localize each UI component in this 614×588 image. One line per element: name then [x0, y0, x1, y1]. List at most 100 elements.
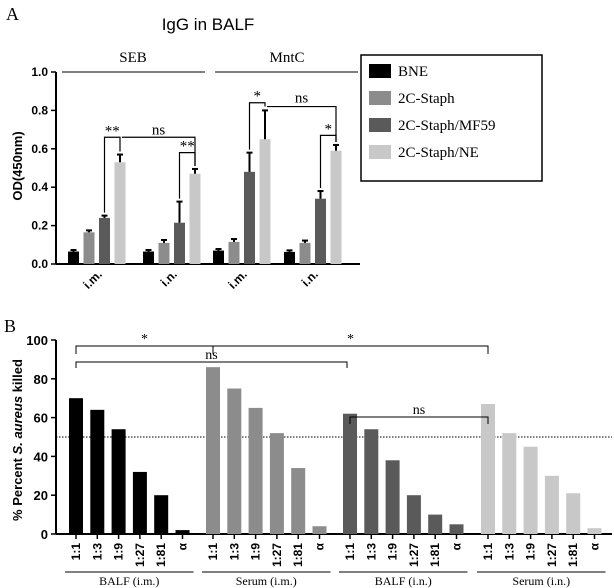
- chart-a-bar: [228, 241, 240, 264]
- chart-a-annotation-label: ns: [295, 91, 309, 107]
- chart-a-xtick-label: i.m.: [225, 267, 250, 292]
- chart-b-annotation-label: *: [347, 332, 354, 347]
- chart-a-annotation-label: *: [325, 121, 333, 137]
- chart-b-xtick-label: 1:9: [524, 543, 538, 561]
- chart-a-bar: [68, 251, 79, 264]
- chart-a-ytick-label: 0.6: [31, 142, 48, 156]
- chart-a-ytick-label: 0.0: [31, 257, 48, 271]
- chart-b-bar: [291, 468, 306, 534]
- chart-b-bar: [502, 433, 517, 534]
- chart-b-bar: [111, 429, 126, 534]
- chart-b-xtick-label: 1:9: [249, 543, 263, 561]
- chart-b-bar: [406, 495, 421, 534]
- chart-a-ytick-label: 0.4: [31, 180, 48, 194]
- chart-b-bar: [132, 471, 147, 534]
- chart-b-xtick-label: 1:3: [90, 543, 104, 561]
- chart-b-xtick-label: 1:3: [227, 543, 241, 561]
- chart-b-bar: [175, 530, 190, 534]
- chart-b-bar: [154, 495, 169, 534]
- chart-b-bar: [481, 404, 495, 534]
- chart-a-bar: [299, 242, 311, 264]
- legend-swatch: [369, 145, 391, 159]
- chart-a-bar: [83, 232, 95, 264]
- chart-b-ylabel-suffix: killed: [10, 359, 25, 396]
- legend-label: 2C-Staph: [398, 91, 455, 107]
- chart-a-bracket: [267, 105, 337, 142]
- chart-a-annotation-label: **: [180, 139, 195, 155]
- chart-b-ytick-label: 40: [34, 449, 48, 464]
- chart-b-bracket: [75, 345, 214, 354]
- chart-a-legend: [360, 54, 543, 182]
- chart-b-annotation-label: ns: [413, 403, 425, 418]
- chart-b-xtick-label: 1:1: [481, 543, 495, 561]
- chart-a-ytick-label: 0.8: [31, 103, 48, 117]
- chart-b-bar: [364, 429, 379, 534]
- chart-b-bar: [69, 398, 83, 534]
- chart-b-bar: [428, 514, 443, 534]
- chart-b-xtick-label: 1:3: [364, 543, 378, 561]
- chart-b-bar: [523, 446, 538, 534]
- chart-b-bar: [227, 388, 242, 534]
- chart-a-bar: [284, 251, 295, 264]
- chart-b-ylabel-italic: S. aureus: [10, 396, 25, 455]
- chart-b-xtick-label: 1:1: [69, 543, 83, 561]
- chart-a-title: IgG in BALF: [162, 15, 255, 34]
- chart-b-group-label: BALF (i.n.): [375, 574, 432, 588]
- chart-a-xtick-label: i.m.: [80, 267, 105, 292]
- chart-b-bar: [587, 528, 602, 534]
- chart-a-xtick-label: i.n.: [158, 267, 180, 289]
- chart-b-xtick-label: 1:1: [206, 543, 220, 561]
- chart-b-bracket: [212, 345, 489, 354]
- chart-b-bar: [248, 407, 263, 534]
- chart-a-bar: [259, 139, 271, 264]
- chart-a-bar: [189, 173, 201, 264]
- chart-b-group-label: Serum (i.m.): [236, 574, 297, 588]
- chart-b-xtick-label: 1:9: [386, 543, 400, 561]
- chart-b-bar: [449, 524, 464, 534]
- chart-a-annotation-label: ns: [152, 122, 166, 138]
- chart-a-bar: [213, 250, 224, 264]
- panel-b-label: B: [4, 316, 16, 336]
- chart-b-xtick-label: 1:81: [566, 543, 580, 567]
- chart-b-ylabel: % Percent S. aureus killed: [10, 359, 25, 521]
- chart-b-bar: [544, 475, 559, 534]
- chart-a-annotation-label: **: [105, 123, 120, 139]
- chart-b-bracket: [349, 416, 489, 424]
- chart-a-bar: [174, 222, 185, 264]
- chart-b-xtick-label: 1:9: [112, 543, 126, 561]
- chart-b-ytick-label: 20: [34, 488, 48, 503]
- legend-label: 2C-Staph/NE: [398, 145, 479, 161]
- chart-b-ytick-label: 60: [34, 411, 48, 426]
- chart-b-xtick-label: 1:27: [407, 543, 421, 567]
- chart-a-bar: [315, 198, 326, 264]
- chart-a-xtick-label: i.n.: [299, 267, 321, 289]
- legend-label: BNE: [398, 64, 428, 80]
- chart-a-bar: [114, 162, 126, 264]
- chart-b-group-label: Serum (i.n.): [512, 574, 570, 588]
- chart-b-xtick-label: α: [176, 542, 190, 550]
- chart-b-xtick-label: 1:27: [270, 543, 284, 567]
- chart-a-bar: [244, 171, 255, 264]
- chart-b-xtick-label: 1:27: [545, 543, 559, 567]
- chart-a-bar: [330, 150, 342, 264]
- chart-b-ytick-label: 80: [34, 372, 48, 387]
- legend-swatch: [369, 91, 391, 105]
- chart-b-xtick-label: 1:27: [133, 543, 147, 567]
- chart-b-bar: [90, 409, 105, 534]
- chart-a-bracket: [178, 152, 196, 199]
- chart-b-annotation-label: ns: [205, 348, 217, 363]
- panel-a-label: A: [6, 4, 19, 24]
- chart-b-xtick-label: 1:81: [154, 543, 168, 567]
- group-label-mntc: MntC: [269, 50, 304, 66]
- chart-b-bracket: [75, 361, 348, 368]
- chart-b-bar: [385, 460, 400, 534]
- chart-a-bar: [143, 251, 154, 264]
- chart-b-ylabel-prefix: % Percent: [10, 454, 25, 520]
- chart-a-bar: [158, 242, 170, 264]
- chart-a-bracket: [248, 102, 266, 150]
- chart-a-ytick-label: 1.0: [31, 65, 48, 79]
- chart-b-bar: [269, 433, 284, 534]
- chart-b-bar: [566, 493, 581, 534]
- chart-a-ylabel: OD(450nm): [10, 131, 25, 200]
- chart-b-xtick-label: α: [450, 542, 464, 550]
